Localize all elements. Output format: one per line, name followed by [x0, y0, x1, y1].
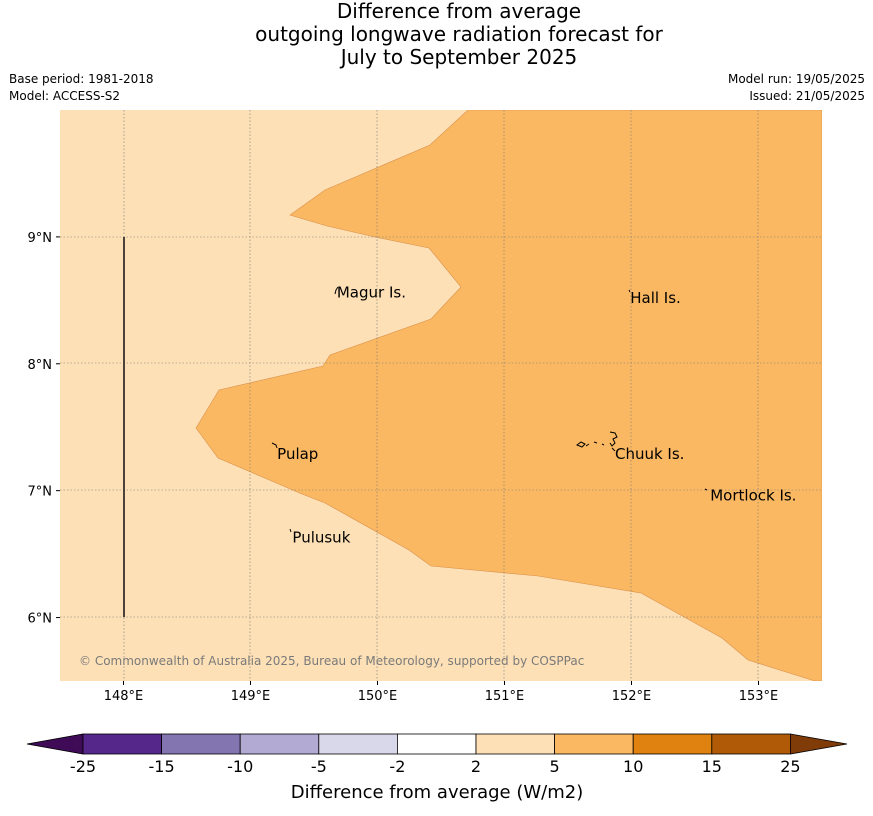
- colorbar-tick-label: -25: [70, 757, 96, 776]
- title-line-1: Difference from average: [336, 0, 582, 23]
- issued-date: Issued: 21/05/2025: [749, 89, 865, 103]
- place-label: Mortlock Is.: [710, 487, 796, 505]
- island-hall: [628, 289, 631, 293]
- place-label: Pulap: [277, 445, 318, 463]
- island-magur: [334, 286, 339, 295]
- colorbar-bin-5: [396, 733, 477, 755]
- island-pulusuk: [289, 528, 292, 533]
- lat-tick-label: 8°N: [28, 358, 53, 373]
- colorbar-bin-7: [554, 733, 634, 755]
- colorbar-title: Difference from average (W/m2): [291, 782, 583, 803]
- model-run: Model run: 19/05/2025: [727, 72, 865, 86]
- place-label: Hall Is.: [630, 289, 681, 307]
- meta-right: Model run: 19/05/2025 Issued: 21/05/2025: [728, 71, 865, 105]
- lon-tick-labels: 148°E 149°E 150°E 151°E 152°E 153°E: [104, 681, 779, 704]
- graticule: [60, 110, 822, 681]
- colorbar-tick-label: 2: [471, 757, 481, 776]
- lon-tick-label: 150°E: [358, 689, 398, 704]
- zone-5-to-10: [195, 110, 822, 681]
- colorbar-tick-label: -10: [227, 757, 253, 776]
- map-title: Difference from average outgoing longwav…: [0, 0, 873, 69]
- colorbar-extend-low: [26, 733, 84, 755]
- title-line-3: July to September 2025: [340, 45, 578, 69]
- colorbar-bin-9: [711, 733, 791, 755]
- island-pulap: [271, 442, 278, 449]
- lon-tick-label: 149°E: [231, 689, 271, 704]
- colorbar-tick-label: 10: [623, 757, 643, 776]
- colorbar-tick-label: -2: [389, 757, 405, 776]
- colorbar: -25 -15 -10 -5 -2 2 5 10 15 25 Difference from av…: [26, 733, 848, 803]
- island-chuuk: [575, 431, 618, 452]
- lat-tick-labels: 9°N 8°N 7°N 6°N: [28, 231, 60, 627]
- lon-tick-label: 153°E: [739, 689, 779, 704]
- lon-tick-label: 152°E: [612, 689, 652, 704]
- colorbar-bin-4: [318, 733, 398, 755]
- colorbar-tick-label: -15: [149, 757, 175, 776]
- island-mortlock: [704, 488, 708, 491]
- colorbar-bin-1: [82, 733, 162, 755]
- colorbar-tick-label: 5: [550, 757, 560, 776]
- map-plot-area: Magur Is. Hall Is. Pulap Chuuk Is. Mortlock …: [60, 110, 822, 681]
- lat-tick-label: 6°N: [28, 612, 53, 627]
- lon-tick-label: 148°E: [104, 689, 144, 704]
- model-name: Model: ACCESS-S2: [9, 89, 121, 103]
- place-label: Magur Is.: [337, 284, 406, 302]
- lon-tick-label: 151°E: [485, 689, 525, 704]
- colorbar-bin-6: [475, 733, 555, 755]
- place-label: Pulusuk: [292, 529, 350, 547]
- colorbar-bin-2: [161, 733, 241, 755]
- colorbar-tick-labels: -25 -15 -10 -5 -2 2 5 10 15 25: [70, 757, 801, 776]
- colorbar-tick-label: -5: [311, 757, 327, 776]
- lat-tick-label: 9°N: [28, 231, 53, 246]
- colorbar-tick-label: 15: [702, 757, 722, 776]
- place-labels: Magur Is. Hall Is. Pulap Chuuk Is. Mortlock …: [277, 284, 796, 547]
- base-period: Base period: 1981-2018: [9, 72, 154, 86]
- island-marks: [271, 286, 708, 533]
- colorbar-extend-high: [790, 733, 848, 755]
- copyright-text: © Commonwealth of Australia 2025, Bureau…: [79, 654, 584, 668]
- title-line-2: outgoing longwave radiation forecast for: [255, 22, 663, 46]
- place-label: Chuuk Is.: [615, 445, 684, 463]
- colorbar-bin-8: [632, 733, 713, 755]
- meta-left: Base period: 1981-2018 Model: ACCESS-S2: [9, 71, 154, 105]
- colorbar-bin-3: [239, 733, 320, 755]
- colorbar-tick-label: 25: [780, 757, 800, 776]
- lat-tick-label: 7°N: [28, 485, 53, 500]
